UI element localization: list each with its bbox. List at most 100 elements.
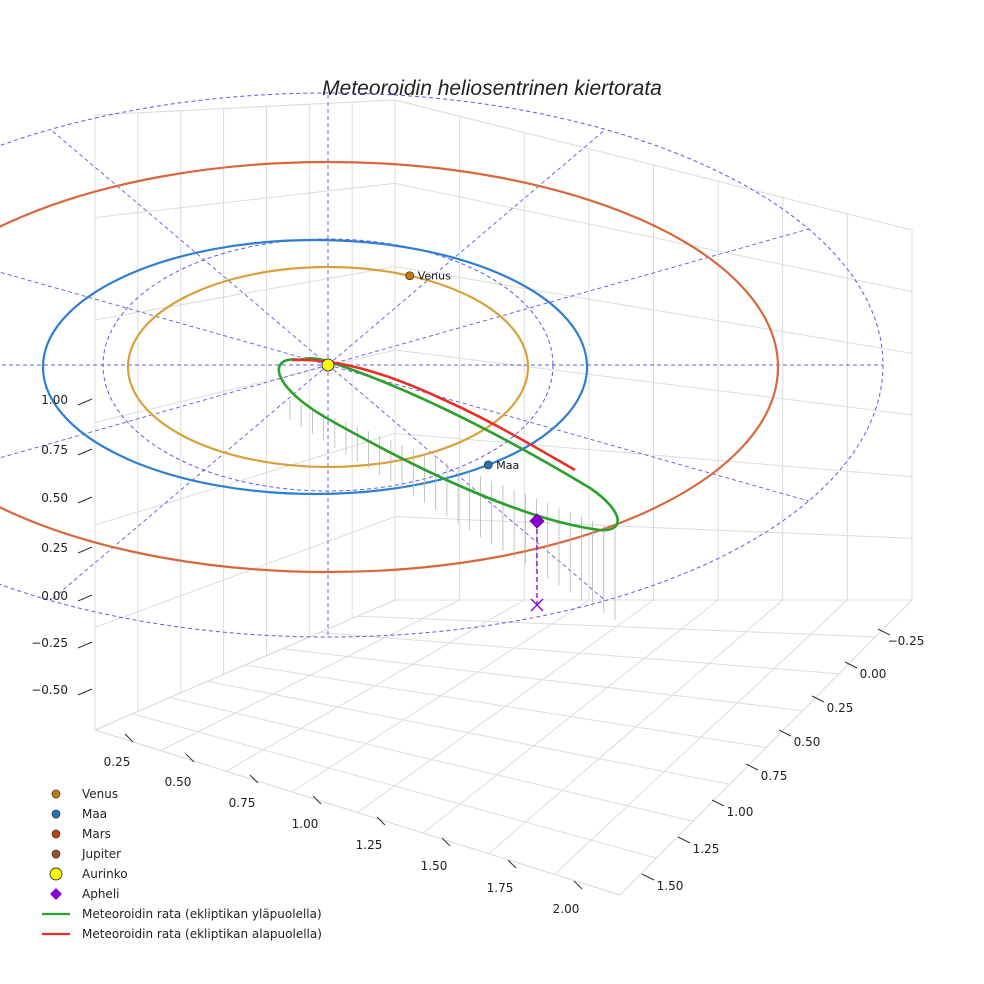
- grid-line-right-horizontal: [394, 516, 913, 539]
- legend-dot-jupiter: [51, 849, 61, 859]
- grid-line-floor-b: [169, 697, 694, 822]
- legend-dot-venus: [51, 789, 61, 799]
- y-tick-label: 0.00: [860, 667, 887, 681]
- grid-line-right-horizontal: [394, 99, 913, 231]
- grid-line-right-horizontal: [394, 349, 913, 416]
- grid-line-left: [94, 99, 396, 116]
- meteoroid-orbit-above: [277, 356, 619, 532]
- legend-label: Meteoroidin rata (ekliptikan yläpuolella…: [82, 907, 322, 921]
- legend-label: Meteoroidin rata (ekliptikan alapuolella…: [82, 927, 322, 941]
- sun-marker: [321, 358, 335, 372]
- x-tick-mark: [249, 774, 259, 784]
- legend-label: Jupiter: [81, 847, 121, 861]
- legend-label: Aurinko: [82, 867, 128, 881]
- z-tick-mark: [77, 496, 93, 504]
- y-tick-label: 1.25: [693, 842, 720, 856]
- legend-label: Apheli: [82, 887, 119, 901]
- y-tick-mark: [711, 799, 725, 807]
- marker-venus: [405, 271, 415, 281]
- y-tick-label: 1.00: [727, 805, 754, 819]
- z-tick-label: 0.50: [41, 491, 68, 505]
- z-tick-mark: [77, 398, 93, 406]
- projection-lines: [289, 400, 616, 620]
- grid-line-floor-b: [132, 713, 657, 859]
- grid-line-left: [94, 266, 396, 321]
- x-tick-label: 0.50: [165, 775, 192, 789]
- y-tick-label: 1.50: [657, 879, 684, 893]
- planet-orbits: [0, 160, 779, 574]
- x-tick-mark: [441, 837, 451, 847]
- aphelion-marker: [529, 513, 545, 529]
- x-tick-label: 1.25: [356, 838, 383, 852]
- ecliptic-radial-line: [50, 364, 329, 601]
- axis-ticks: 1.00 0.75 0.50 0.25 0.00 −0.25 −0.50 0.25 0.50 0.…: [31, 393, 924, 916]
- grid-line-floor-b: [282, 648, 803, 712]
- z-tick-label: 1.00: [41, 393, 68, 407]
- orbit-venus: [126, 265, 530, 469]
- grid-line-floor-b: [357, 615, 876, 638]
- z-tick-label: 0.25: [41, 541, 68, 555]
- grid-line-right-horizontal: [394, 432, 913, 478]
- legend-diamond-symbol: [50, 888, 62, 900]
- x-tick-label: 1.75: [487, 881, 514, 895]
- orbit-mars: [0, 160, 779, 574]
- z-tick-mark: [77, 688, 93, 696]
- ecliptic-radial-line: [327, 129, 606, 366]
- grid-line-right-horizontal: [394, 266, 913, 354]
- grid-line-floor-b: [207, 680, 730, 785]
- x-tick-mark: [185, 753, 195, 763]
- x-tick-label: 2.00: [553, 902, 580, 916]
- y-tick-mark: [877, 628, 891, 636]
- y-tick-mark: [778, 729, 792, 737]
- legend-dot-mars: [51, 829, 61, 839]
- label-venus: Venus: [418, 270, 451, 283]
- grid-line-left: [94, 432, 396, 526]
- x-tick-mark: [376, 816, 386, 826]
- marker-maa: [483, 460, 493, 470]
- x-tick-mark: [507, 859, 517, 869]
- z-tick-mark: [77, 546, 93, 554]
- grid-line-left: [94, 516, 396, 628]
- legend-dot-maa: [51, 809, 61, 819]
- ecliptic-radial-line: [327, 364, 809, 502]
- chart-title: Meteoroidin heliosentrinen kiertorata: [322, 77, 662, 100]
- label-maa: Maa: [496, 459, 519, 472]
- y-tick-mark: [844, 661, 858, 669]
- x-tick-mark: [312, 795, 322, 805]
- legend-label: Mars: [82, 827, 111, 841]
- grid-line-floor-b: [244, 664, 767, 748]
- z-tick-mark: [77, 594, 93, 602]
- legend-label: Maa: [82, 807, 107, 821]
- z-tick-label: −0.50: [31, 683, 68, 697]
- axis-panes: [93, 99, 914, 896]
- y-tick-label: 0.25: [827, 701, 854, 715]
- ecliptic-radial-line: [50, 129, 329, 366]
- ecliptic-radial-line: [327, 228, 809, 366]
- legend-sun-symbol: [49, 867, 63, 881]
- x-tick-label: 0.75: [229, 796, 256, 810]
- aphelion-projection-cross: [530, 598, 544, 612]
- x-tick-label: 1.50: [421, 859, 448, 873]
- x-tick-mark: [573, 880, 583, 890]
- y-tick-mark: [641, 873, 655, 881]
- z-tick-mark: [77, 641, 93, 649]
- z-tick-mark: [77, 448, 93, 456]
- grid-line-floor-b: [319, 632, 840, 675]
- y-tick-mark: [745, 763, 759, 771]
- y-tick-label: 0.50: [794, 735, 821, 749]
- grid-line-left: [94, 349, 396, 423]
- x-tick-mark: [124, 733, 134, 743]
- x-tick-label: 1.00: [292, 817, 319, 831]
- grid-line-left: [94, 182, 396, 218]
- y-tick-mark: [677, 836, 691, 844]
- grid-line-right-horizontal: [394, 182, 913, 293]
- orbit-maa: [41, 238, 589, 496]
- y-tick-mark: [811, 695, 825, 703]
- legend-label: Venus: [82, 787, 118, 801]
- z-tick-label: −0.25: [31, 636, 68, 650]
- z-tick-label: 0.75: [41, 443, 68, 457]
- legend: Venus Maa Mars Jupiter Aurinko Apheli Meteoroi…: [42, 787, 322, 941]
- z-tick-label: 0.00: [41, 589, 68, 603]
